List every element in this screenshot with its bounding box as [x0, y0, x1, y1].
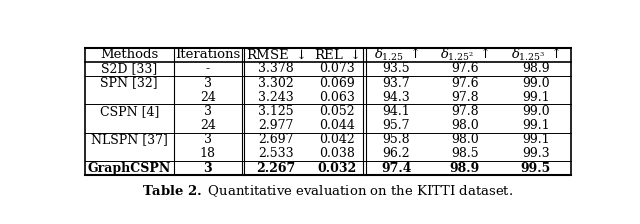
Text: RMSE $\downarrow$: RMSE $\downarrow$ [246, 48, 306, 61]
Text: -: - [205, 62, 210, 75]
Text: 0.038: 0.038 [319, 147, 355, 160]
Text: 97.8: 97.8 [451, 105, 479, 118]
Text: 97.6: 97.6 [451, 62, 479, 75]
Text: 95.8: 95.8 [383, 133, 410, 146]
Text: 99.1: 99.1 [522, 133, 549, 146]
Text: REL $\downarrow$: REL $\downarrow$ [314, 48, 360, 61]
Text: 24: 24 [200, 91, 216, 104]
Text: 18: 18 [200, 147, 216, 160]
Text: 99.3: 99.3 [522, 147, 549, 160]
Text: 97.4: 97.4 [381, 162, 412, 175]
Text: 94.1: 94.1 [383, 105, 410, 118]
Text: 0.069: 0.069 [319, 77, 355, 90]
Text: 98.9: 98.9 [522, 62, 549, 75]
Text: 3: 3 [204, 105, 212, 118]
Text: NLSPN [37]: NLSPN [37] [91, 133, 168, 146]
Text: 99.0: 99.0 [522, 105, 549, 118]
Text: 3.378: 3.378 [258, 62, 294, 75]
Text: 3: 3 [204, 162, 212, 175]
Text: 0.032: 0.032 [317, 162, 356, 175]
Text: 95.7: 95.7 [383, 119, 410, 132]
Text: 0.044: 0.044 [319, 119, 355, 132]
Text: 3.125: 3.125 [259, 105, 294, 118]
Text: 3.302: 3.302 [258, 77, 294, 90]
Text: 99.0: 99.0 [522, 77, 549, 90]
Text: 99.1: 99.1 [522, 119, 549, 132]
Text: 98.5: 98.5 [451, 147, 479, 160]
Text: 0.042: 0.042 [319, 133, 355, 146]
Text: 94.3: 94.3 [383, 91, 410, 104]
Text: $\delta_{1.25^2}$ $\uparrow$: $\delta_{1.25^2}$ $\uparrow$ [440, 47, 490, 63]
Text: 3.243: 3.243 [258, 91, 294, 104]
Text: 98.0: 98.0 [451, 133, 479, 146]
Text: 97.6: 97.6 [451, 77, 479, 90]
Text: 0.063: 0.063 [319, 91, 355, 104]
Text: CSPN [4]: CSPN [4] [100, 105, 159, 118]
Text: SPN [32]: SPN [32] [100, 77, 158, 90]
Text: 2.977: 2.977 [259, 119, 294, 132]
Text: 0.073: 0.073 [319, 62, 355, 75]
Text: 96.2: 96.2 [383, 147, 410, 160]
Text: $\delta_{1.25}$ $\uparrow$: $\delta_{1.25}$ $\uparrow$ [374, 47, 419, 63]
Text: Iterations: Iterations [175, 48, 241, 61]
Text: 93.5: 93.5 [383, 62, 410, 75]
Text: $\mathbf{Table\ 2.}$ Quantitative evaluation on the KITTI dataset.: $\mathbf{Table\ 2.}$ Quantitative evalua… [142, 183, 514, 199]
Text: 2.533: 2.533 [259, 147, 294, 160]
Text: 93.7: 93.7 [383, 77, 410, 90]
Text: Methods: Methods [100, 48, 158, 61]
Text: 3: 3 [204, 133, 212, 146]
Text: 98.0: 98.0 [451, 119, 479, 132]
Text: 99.5: 99.5 [520, 162, 551, 175]
Text: 0.052: 0.052 [319, 105, 355, 118]
Text: 97.8: 97.8 [451, 91, 479, 104]
Text: 2.267: 2.267 [257, 162, 296, 175]
Text: 98.9: 98.9 [449, 162, 480, 175]
Text: 3: 3 [204, 77, 212, 90]
Text: 99.1: 99.1 [522, 91, 549, 104]
Text: $\delta_{1.25^3}$ $\uparrow$: $\delta_{1.25^3}$ $\uparrow$ [511, 47, 561, 63]
Text: GraphCSPN: GraphCSPN [88, 162, 171, 175]
Text: 24: 24 [200, 119, 216, 132]
Text: S2D [33]: S2D [33] [101, 62, 157, 75]
Text: 2.697: 2.697 [259, 133, 294, 146]
